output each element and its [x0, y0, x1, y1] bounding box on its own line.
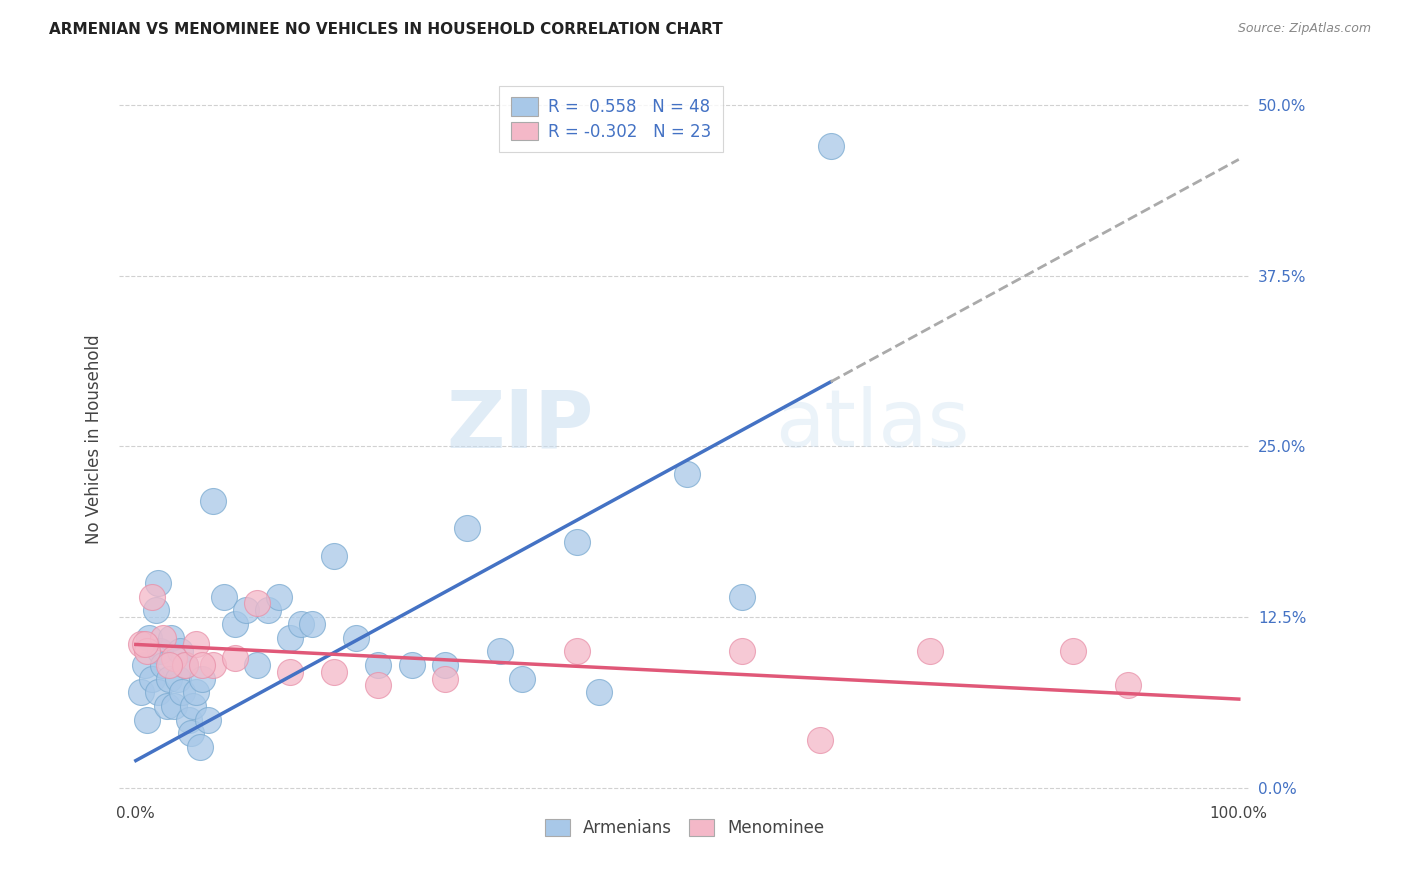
Point [565, 644, 588, 658]
Point [257, 603, 280, 617]
Point [246, 657, 269, 672]
Text: ZIP: ZIP [447, 386, 595, 464]
Text: ARMENIAN VS MENOMINEE NO VEHICLES IN HOUSEHOLD CORRELATION CHART: ARMENIAN VS MENOMINEE NO VEHICLES IN HOU… [49, 22, 723, 37]
Point [367, 678, 389, 692]
Point [131, 685, 153, 699]
Point [135, 713, 157, 727]
Point [188, 739, 211, 754]
Point [278, 631, 301, 645]
Point [131, 637, 153, 651]
Point [146, 576, 169, 591]
Point [156, 698, 179, 713]
Point [172, 685, 194, 699]
Point [323, 549, 346, 563]
Point [212, 590, 235, 604]
Point [731, 590, 754, 604]
Point [269, 590, 291, 604]
Point [157, 672, 180, 686]
Point [224, 617, 246, 632]
Point [1118, 678, 1140, 692]
Point [510, 672, 533, 686]
Point [676, 467, 699, 481]
Point [145, 603, 167, 617]
Point [174, 657, 197, 672]
Point [246, 597, 269, 611]
Point [456, 521, 478, 535]
Point [191, 657, 214, 672]
Point [149, 644, 172, 658]
Point [166, 672, 188, 686]
Point [146, 685, 169, 699]
Point [174, 657, 197, 672]
Point [141, 590, 163, 604]
Point [433, 657, 456, 672]
Point [134, 637, 156, 651]
Text: atlas: atlas [775, 386, 969, 464]
Point [278, 665, 301, 679]
Point [820, 138, 842, 153]
Y-axis label: No Vehicles in Household: No Vehicles in Household [86, 334, 103, 544]
Point [224, 651, 246, 665]
Point [808, 733, 831, 747]
Point [160, 631, 183, 645]
Point [163, 651, 186, 665]
Point [290, 617, 312, 632]
Point [157, 657, 180, 672]
Point [152, 657, 174, 672]
Point [1062, 644, 1084, 658]
Point [197, 713, 219, 727]
Point [344, 631, 367, 645]
Point [301, 617, 323, 632]
Point [401, 657, 423, 672]
Point [186, 685, 208, 699]
Point [202, 494, 225, 508]
Point [191, 672, 214, 686]
Point [169, 644, 191, 658]
Point [138, 631, 160, 645]
Point [134, 657, 156, 672]
Point [141, 672, 163, 686]
Point [177, 713, 200, 727]
Point [433, 672, 456, 686]
Point [163, 698, 186, 713]
Text: Source: ZipAtlas.com: Source: ZipAtlas.com [1237, 22, 1371, 36]
Point [731, 644, 754, 658]
Point [323, 665, 346, 679]
Point [488, 644, 510, 658]
Point [918, 644, 941, 658]
Legend: Armenians, Menominee: Armenians, Menominee [538, 813, 831, 844]
Point [181, 698, 204, 713]
Point [235, 603, 257, 617]
Point [565, 535, 588, 549]
Point [588, 685, 610, 699]
Point [135, 644, 157, 658]
Point [202, 657, 225, 672]
Point [186, 637, 208, 651]
Point [152, 631, 174, 645]
Point [367, 657, 389, 672]
Point [180, 726, 202, 740]
